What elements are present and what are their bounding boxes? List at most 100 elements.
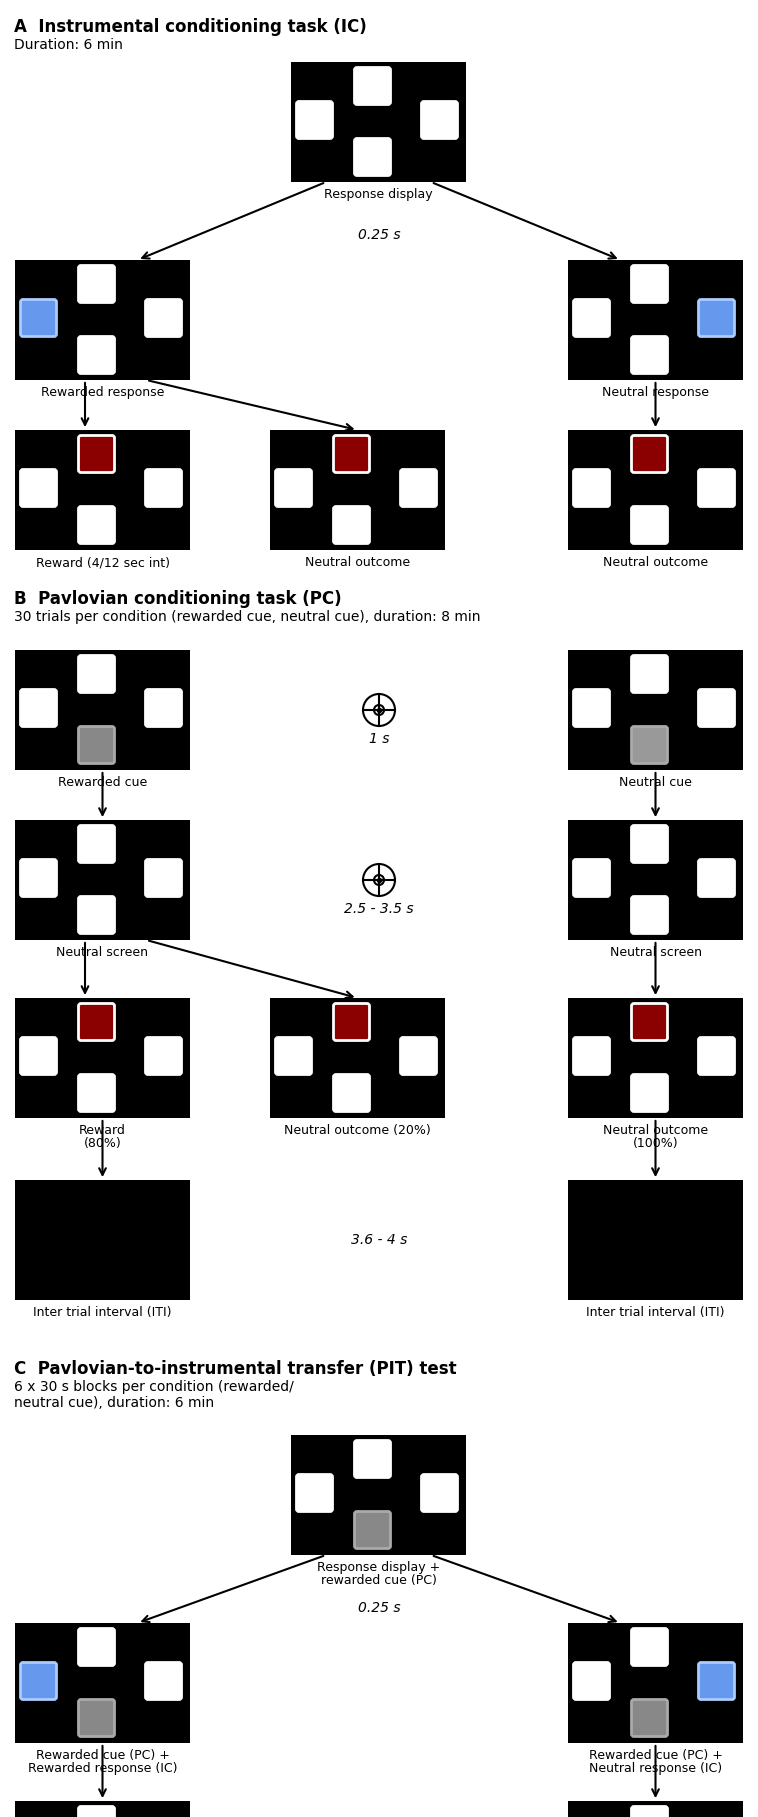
FancyBboxPatch shape xyxy=(574,689,609,727)
Bar xyxy=(568,1179,743,1299)
FancyBboxPatch shape xyxy=(79,336,114,374)
FancyBboxPatch shape xyxy=(631,1628,668,1666)
FancyBboxPatch shape xyxy=(355,1512,390,1548)
Bar xyxy=(15,998,190,1117)
FancyBboxPatch shape xyxy=(79,825,114,863)
FancyBboxPatch shape xyxy=(146,300,181,336)
FancyBboxPatch shape xyxy=(146,859,181,896)
FancyBboxPatch shape xyxy=(79,1628,114,1666)
FancyBboxPatch shape xyxy=(574,300,609,336)
FancyBboxPatch shape xyxy=(421,1475,458,1512)
Bar xyxy=(568,819,743,939)
Text: Reward: Reward xyxy=(79,1125,126,1137)
Text: Neutral response (IC): Neutral response (IC) xyxy=(589,1762,722,1775)
Bar xyxy=(15,260,190,380)
Bar xyxy=(15,1801,190,1817)
Text: 3.6 - 4 s: 3.6 - 4 s xyxy=(351,1234,407,1246)
FancyBboxPatch shape xyxy=(355,67,390,105)
Text: rewarded cue (PC): rewarded cue (PC) xyxy=(321,1574,437,1586)
Bar xyxy=(291,1435,466,1555)
Bar xyxy=(568,431,743,551)
Text: Neutral outcome: Neutral outcome xyxy=(305,556,410,569)
FancyBboxPatch shape xyxy=(631,1074,668,1112)
FancyBboxPatch shape xyxy=(355,1441,390,1477)
FancyBboxPatch shape xyxy=(574,469,609,507)
FancyBboxPatch shape xyxy=(631,1699,668,1737)
FancyBboxPatch shape xyxy=(79,656,114,692)
Bar xyxy=(568,1801,743,1817)
FancyBboxPatch shape xyxy=(699,469,735,507)
FancyBboxPatch shape xyxy=(631,336,668,374)
FancyBboxPatch shape xyxy=(79,1074,114,1112)
FancyBboxPatch shape xyxy=(20,1663,57,1699)
FancyBboxPatch shape xyxy=(79,436,114,472)
Bar xyxy=(270,431,445,551)
Text: Response display +: Response display + xyxy=(317,1561,440,1574)
FancyBboxPatch shape xyxy=(699,1663,735,1699)
FancyBboxPatch shape xyxy=(400,1038,437,1074)
FancyBboxPatch shape xyxy=(334,1074,369,1112)
FancyBboxPatch shape xyxy=(20,859,57,896)
Text: Neutral outcome (20%): Neutral outcome (20%) xyxy=(284,1125,431,1137)
FancyBboxPatch shape xyxy=(421,102,458,138)
Bar xyxy=(15,1179,190,1299)
Text: Rewarded response (IC): Rewarded response (IC) xyxy=(28,1762,177,1775)
FancyBboxPatch shape xyxy=(355,138,390,176)
Bar xyxy=(568,1623,743,1743)
Bar xyxy=(568,998,743,1117)
FancyBboxPatch shape xyxy=(79,1806,114,1817)
Bar xyxy=(15,431,190,551)
Text: Neutral screen: Neutral screen xyxy=(57,947,149,959)
FancyBboxPatch shape xyxy=(631,436,668,472)
FancyBboxPatch shape xyxy=(296,102,333,138)
Text: B  Pavlovian conditioning task (PC): B Pavlovian conditioning task (PC) xyxy=(14,591,342,609)
FancyBboxPatch shape xyxy=(631,825,668,863)
Text: Inter trial interval (ITI): Inter trial interval (ITI) xyxy=(586,1306,725,1319)
FancyBboxPatch shape xyxy=(334,1003,369,1041)
FancyBboxPatch shape xyxy=(699,689,735,727)
FancyBboxPatch shape xyxy=(631,1806,668,1817)
Text: (80%): (80%) xyxy=(83,1137,121,1150)
FancyBboxPatch shape xyxy=(146,1038,181,1074)
Text: 0.25 s: 0.25 s xyxy=(358,227,400,242)
Text: Neutral cue: Neutral cue xyxy=(619,776,692,789)
Text: Duration: 6 min: Duration: 6 min xyxy=(14,38,123,53)
Text: Neutral outcome: Neutral outcome xyxy=(603,556,708,569)
FancyBboxPatch shape xyxy=(79,507,114,543)
FancyBboxPatch shape xyxy=(275,1038,312,1074)
FancyBboxPatch shape xyxy=(631,1003,668,1041)
Bar xyxy=(15,650,190,770)
FancyBboxPatch shape xyxy=(79,727,114,763)
Text: A  Instrumental conditioning task (IC): A Instrumental conditioning task (IC) xyxy=(14,18,367,36)
FancyBboxPatch shape xyxy=(574,1663,609,1699)
FancyBboxPatch shape xyxy=(79,1003,114,1041)
Text: C  Pavlovian-to-instrumental transfer (PIT) test: C Pavlovian-to-instrumental transfer (PI… xyxy=(14,1359,456,1377)
FancyBboxPatch shape xyxy=(79,1699,114,1737)
FancyBboxPatch shape xyxy=(20,300,57,336)
FancyBboxPatch shape xyxy=(146,689,181,727)
Text: Response display: Response display xyxy=(324,187,433,202)
Bar xyxy=(291,62,466,182)
FancyBboxPatch shape xyxy=(20,1038,57,1074)
Text: Reward (4/12 sec int): Reward (4/12 sec int) xyxy=(36,556,170,569)
Bar xyxy=(15,819,190,939)
Bar xyxy=(15,1623,190,1743)
Text: (100%): (100%) xyxy=(633,1137,678,1150)
Text: Neutral response: Neutral response xyxy=(602,385,709,400)
FancyBboxPatch shape xyxy=(296,1475,333,1512)
FancyBboxPatch shape xyxy=(79,896,114,934)
FancyBboxPatch shape xyxy=(146,1663,181,1699)
Bar xyxy=(568,260,743,380)
Text: Neutral outcome: Neutral outcome xyxy=(603,1125,708,1137)
Bar xyxy=(568,650,743,770)
Text: 0.25 s: 0.25 s xyxy=(358,1601,400,1615)
Bar xyxy=(270,998,445,1117)
Text: Rewarded cue (PC) +: Rewarded cue (PC) + xyxy=(588,1750,722,1762)
FancyBboxPatch shape xyxy=(699,859,735,896)
FancyBboxPatch shape xyxy=(20,469,57,507)
Text: 6 x 30 s blocks per condition (rewarded/
neutral cue), duration: 6 min: 6 x 30 s blocks per condition (rewarded/… xyxy=(14,1379,294,1410)
FancyBboxPatch shape xyxy=(631,265,668,302)
FancyBboxPatch shape xyxy=(334,507,369,543)
FancyBboxPatch shape xyxy=(631,507,668,543)
FancyBboxPatch shape xyxy=(20,689,57,727)
